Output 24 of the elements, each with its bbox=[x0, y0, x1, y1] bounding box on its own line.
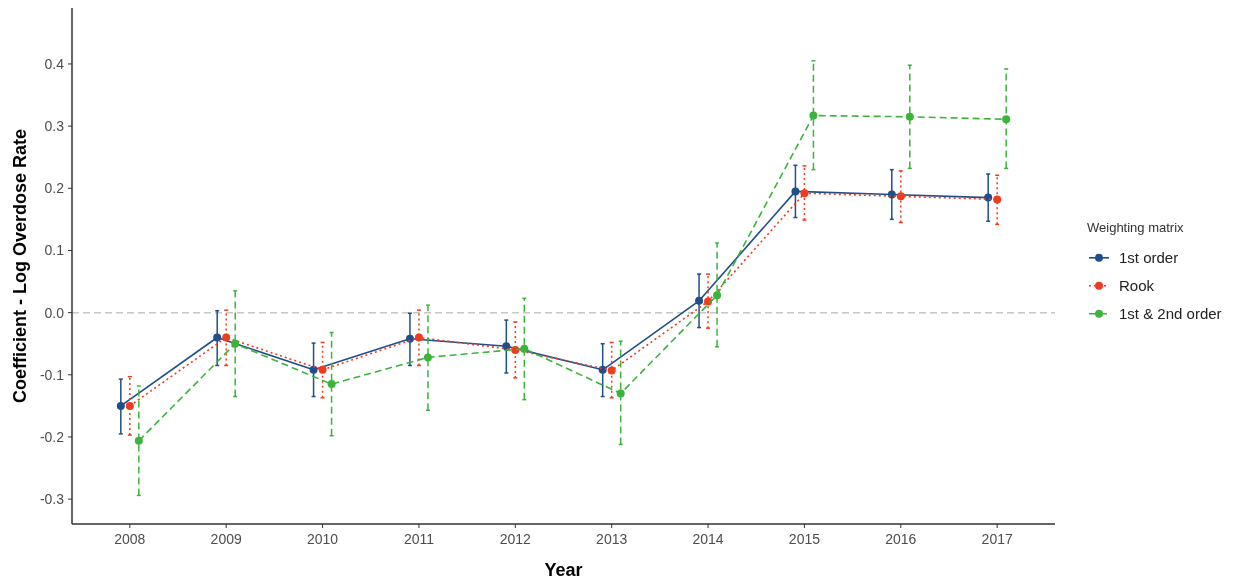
x-tick-label: 2009 bbox=[210, 531, 242, 547]
x-tick-label: 2014 bbox=[692, 531, 724, 547]
x-tick-label: 2010 bbox=[306, 531, 339, 547]
y-tick-label: 0.4 bbox=[44, 55, 65, 72]
y-axis-title: Coefficient - Log Overdose Rate bbox=[10, 128, 30, 404]
x-tick-label: 2011 bbox=[403, 531, 435, 547]
legend-title: Weighting matrix bbox=[1087, 219, 1185, 235]
y-tick-label: -0.3 bbox=[39, 491, 65, 508]
y-tick-label: -0.1 bbox=[39, 366, 65, 383]
y-tick-label: -0.2 bbox=[39, 428, 65, 445]
x-tick-label: 2015 bbox=[788, 531, 821, 547]
x-tick-label: 2008 bbox=[114, 531, 146, 547]
y-tick-label: 0.1 bbox=[44, 242, 65, 259]
legend-label: Rook bbox=[1119, 277, 1155, 295]
x-tick-label: 2016 bbox=[885, 531, 917, 547]
x-tick-label: 2013 bbox=[596, 531, 628, 547]
y-tick-label: 0.3 bbox=[44, 118, 65, 135]
legend-label: 1st & 2nd order bbox=[1119, 305, 1222, 323]
x-tick-label: 2017 bbox=[981, 531, 1013, 547]
x-axis-title: Year bbox=[544, 560, 583, 580]
y-tick-label: 0.0 bbox=[44, 304, 65, 321]
legend-label: 1st order bbox=[1119, 249, 1179, 267]
y-tick-label: 0.2 bbox=[44, 180, 65, 197]
x-tick-label: 2012 bbox=[499, 531, 532, 547]
